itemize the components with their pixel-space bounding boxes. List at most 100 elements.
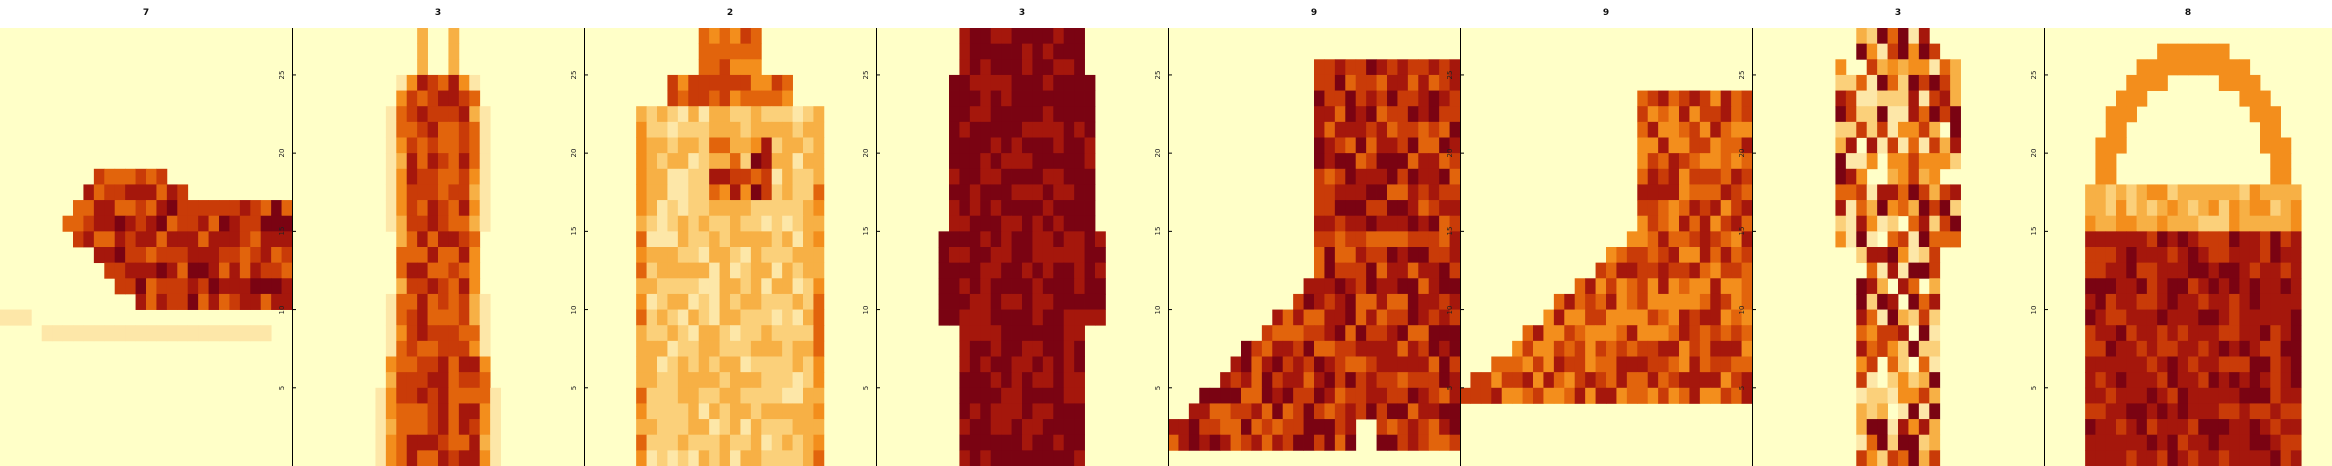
heatmap-cell <box>114 247 126 264</box>
heatmap-cell <box>1439 200 1450 217</box>
heatmap-cell <box>709 387 720 404</box>
heatmap-cell <box>1939 231 1951 248</box>
heatmap-cell <box>1011 200 1023 217</box>
heatmap-cell <box>1929 74 1941 91</box>
heatmap-cell <box>417 340 428 357</box>
heatmap-cell <box>448 387 460 404</box>
heatmap-cell <box>813 168 825 185</box>
heatmap-cell <box>1272 434 1284 451</box>
heatmap-cell <box>698 231 710 248</box>
heatmap-cell <box>1616 278 1628 295</box>
heatmap-cell <box>427 278 439 295</box>
heatmap-cell <box>646 121 658 138</box>
heatmap-cell <box>1397 293 1409 310</box>
heatmap-cell <box>2167 419 2179 436</box>
heatmap-cell <box>1063 137 1075 154</box>
heatmap-cell <box>803 121 814 138</box>
heatmap-cell <box>1616 247 1628 264</box>
heatmap-cell <box>458 403 470 420</box>
heatmap-cell <box>385 434 397 451</box>
heatmap-cell <box>93 168 105 185</box>
heatmap-cell <box>1230 356 1242 373</box>
heatmap-cell <box>969 215 981 232</box>
heatmap-cell <box>1731 121 1742 138</box>
heatmap-cell <box>2188 403 2199 420</box>
heatmap-cell <box>479 121 491 138</box>
heatmap-cell <box>250 231 262 248</box>
heatmap-cell <box>1877 121 1888 138</box>
heatmap-cell <box>406 153 418 170</box>
heatmap-cell <box>1366 340 1377 357</box>
heatmap-cell <box>427 325 439 342</box>
heatmap-cell <box>1699 372 1711 389</box>
heatmap-cell <box>990 247 1002 264</box>
heatmap-cell <box>1001 153 1012 170</box>
heatmap-cell <box>636 419 647 436</box>
heatmap-cell <box>1334 168 1346 185</box>
heatmap-cell <box>1042 278 1054 295</box>
heatmap-cell <box>1314 168 1325 185</box>
heatmap-cell <box>146 262 157 279</box>
heatmap-cell <box>1032 403 1044 420</box>
heatmap-cell <box>1355 372 1367 389</box>
y-tick-label: 15 <box>1154 226 1162 236</box>
heatmap-cell <box>813 247 825 264</box>
heatmap-cell <box>2136 247 2148 264</box>
heatmap-cell <box>1731 153 1742 170</box>
heatmap-cell <box>771 450 783 466</box>
heatmap-cell <box>657 215 668 232</box>
heatmap-cell <box>2229 434 2240 451</box>
heatmap-cell <box>719 121 731 138</box>
heatmap-cell <box>2208 200 2220 217</box>
heatmap-cell <box>427 356 439 373</box>
heatmap-cell <box>2085 403 2096 420</box>
heatmap-cell <box>1053 293 1065 310</box>
panel-5: 9 <box>1168 0 1460 466</box>
heatmap-cell <box>417 121 428 138</box>
heatmap-cell <box>1418 215 1430 232</box>
heatmap-cell <box>657 262 668 279</box>
heatmap-cell <box>2146 293 2158 310</box>
heatmap-cell <box>2105 231 2117 248</box>
heatmap-cell <box>1387 153 1398 170</box>
heatmap-cell <box>1439 137 1450 154</box>
heatmap-cell <box>156 231 168 248</box>
heatmap-cell <box>260 325 272 342</box>
heatmap-cell <box>959 419 971 436</box>
heatmap-cell <box>1272 387 1284 404</box>
heatmap-cell <box>1866 325 1878 342</box>
heatmap-cell <box>469 372 481 389</box>
heatmap-cell <box>1345 215 1357 232</box>
heatmap-cell <box>2239 372 2251 389</box>
heatmap-cell <box>1053 168 1065 185</box>
heatmap-cell <box>427 293 439 310</box>
heatmap-cell <box>1272 419 1284 436</box>
heatmap-cell <box>1543 387 1555 404</box>
heatmap-cell <box>1261 419 1273 436</box>
heatmap-cell <box>2198 184 2209 201</box>
heatmap-cell <box>740 340 752 357</box>
heatmap-cell <box>1908 434 1920 451</box>
heatmap-cell <box>1397 262 1409 279</box>
heatmap-cell <box>166 278 178 295</box>
heatmap-cell <box>980 200 992 217</box>
heatmap-cell <box>1898 137 1909 154</box>
heatmap-cell <box>2290 184 2302 201</box>
heatmap-cell <box>1063 231 1075 248</box>
heatmap-cell <box>1272 309 1284 326</box>
heatmap-cell <box>1397 356 1409 373</box>
heatmap-cell <box>813 450 825 466</box>
heatmap-cell <box>1950 184 1961 201</box>
heatmap-cell <box>146 231 157 248</box>
heatmap-cell <box>427 231 439 248</box>
heatmap-cell <box>1011 340 1023 357</box>
heatmap-cell <box>1918 325 1930 342</box>
y-tick-label: 25 <box>862 70 870 80</box>
heatmap-cell <box>1418 153 1430 170</box>
heatmap-cell <box>1908 28 1920 45</box>
heatmap-cell <box>959 356 971 373</box>
heatmap-cell <box>1345 90 1357 107</box>
heatmap-cell <box>2249 231 2261 248</box>
heatmap-cell <box>2239 419 2251 436</box>
heatmap-cell <box>2260 325 2271 342</box>
